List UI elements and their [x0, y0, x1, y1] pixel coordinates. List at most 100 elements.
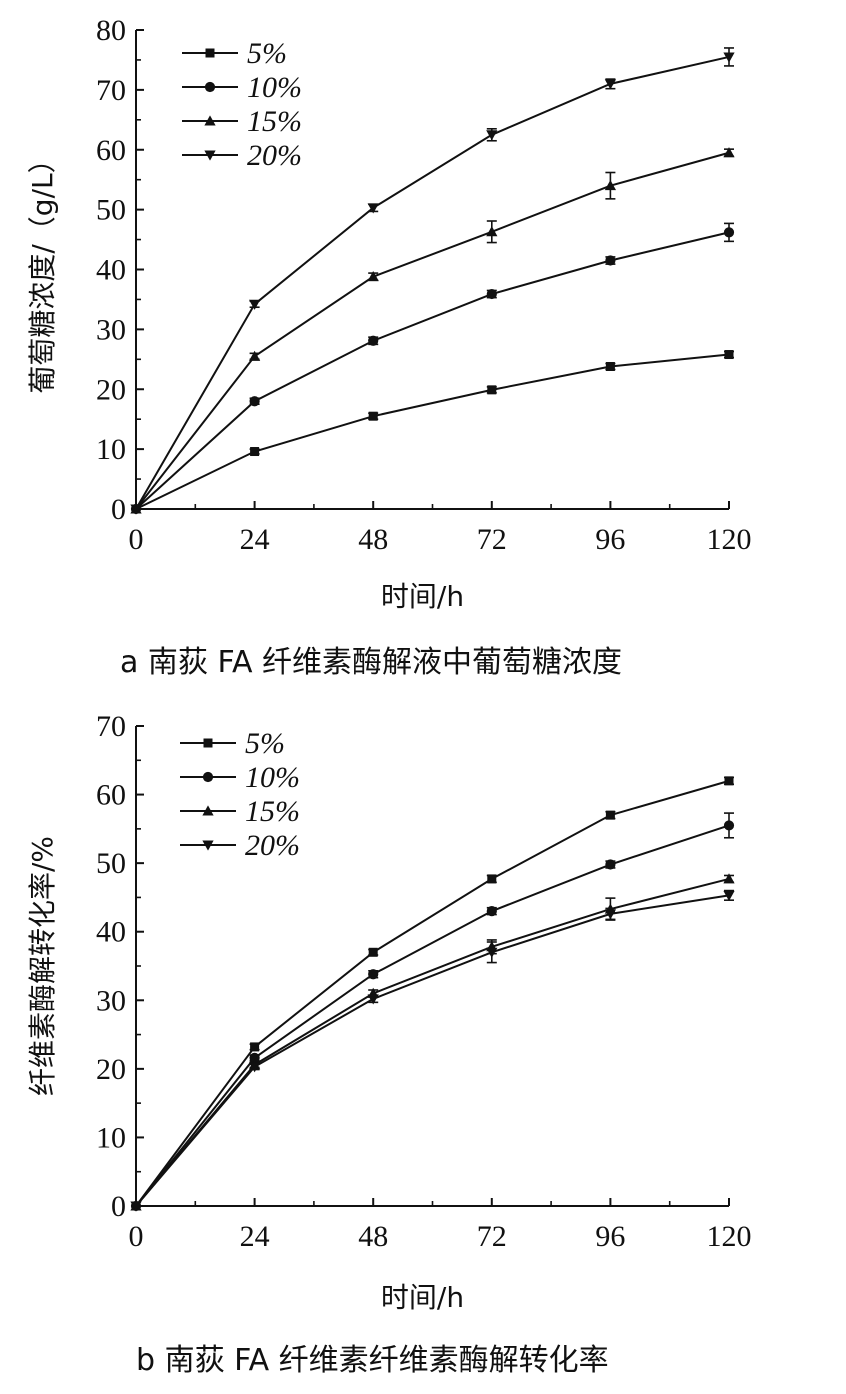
a-legend-marker	[205, 48, 215, 58]
a-series-line	[135, 231, 730, 510]
a-data-point	[723, 52, 735, 63]
b-y-tick-label: 10	[96, 1121, 126, 1154]
b-x-tick-label: 72	[477, 1220, 507, 1253]
a-x-tick-label: 72	[477, 523, 507, 556]
b-x-tick-label: 24	[240, 1220, 270, 1253]
chart-glucose-concentration: 0 10 20 30 40 50 60 70 80 0 24 48 72 96 120 时间/h 葡萄糖浓度/（…	[26, 14, 752, 680]
a-series-10pct	[130, 222, 735, 515]
a-legend-label: 20%	[247, 139, 302, 172]
b-y-tick-label: 50	[96, 847, 126, 880]
a-legend-label: 5%	[247, 37, 287, 70]
a-series-5pct	[131, 350, 734, 514]
a-data-point	[367, 203, 379, 214]
b-x-tick-label: 48	[358, 1220, 388, 1253]
b-series-20pct	[130, 889, 735, 1212]
a-data-point	[367, 271, 379, 282]
b-data-point	[250, 1042, 260, 1052]
b-data-point	[724, 776, 734, 786]
b-data-point	[367, 994, 379, 1005]
b-legend-marker	[202, 771, 214, 783]
b-data-point	[723, 890, 735, 901]
b-y-tick-label: 0	[111, 1190, 126, 1223]
b-legend-marker	[203, 738, 213, 748]
b-data-point	[249, 1052, 260, 1063]
b-data-point	[368, 969, 379, 980]
b-data-point	[723, 820, 735, 831]
a-data-point	[605, 255, 616, 266]
b-data-point	[604, 909, 617, 920]
a-x-tick-label: 96	[595, 523, 625, 556]
b-legend-marker	[202, 840, 214, 851]
a-data-point	[487, 385, 497, 395]
a-series-line	[135, 151, 730, 510]
b-legend-label: 10%	[245, 761, 300, 794]
b-data-point	[486, 947, 498, 958]
b-series-line	[135, 877, 730, 1207]
a-x-axis-title: 时间/h	[381, 580, 464, 613]
a-data-point	[248, 350, 261, 361]
a-legend-marker	[204, 150, 216, 161]
b-legend-label: 5%	[245, 727, 285, 760]
b-data-point	[130, 1201, 142, 1212]
a-series-15pct	[130, 147, 735, 514]
b-series-10pct	[130, 812, 735, 1212]
b-y-tick-label: 70	[96, 710, 126, 743]
a-data-point	[604, 79, 617, 90]
b-data-point	[486, 906, 497, 917]
a-series-line	[135, 353, 730, 510]
a-data-point	[604, 180, 617, 191]
b-data-point	[605, 810, 615, 820]
a-x-tick-label: 24	[240, 523, 270, 556]
chart-conversion-rate: 0 10 20 30 40 50 60 70 0 24 48 72 96 120 时间/h 纤维素酶解转化率/…	[26, 710, 752, 1378]
a-data-point	[249, 396, 260, 407]
a-x-tick-label: 120	[707, 523, 752, 556]
a-y-tick-label: 50	[96, 194, 126, 227]
b-x-tick-label: 120	[707, 1220, 752, 1253]
a-data-point	[486, 130, 498, 141]
a-data-point	[486, 288, 497, 300]
a-data-point	[248, 299, 261, 310]
a-x-tick-label: 0	[129, 523, 144, 556]
a-data-point	[723, 227, 735, 238]
b-x-tick-label: 0	[129, 1220, 144, 1253]
b-legend-marker	[202, 805, 214, 816]
b-y-axis-title: 纤维素酶解转化率/%	[26, 836, 59, 1096]
a-data-point	[250, 447, 260, 457]
a-data-point	[605, 361, 615, 371]
a-series-line	[135, 55, 730, 510]
b-series-line	[135, 894, 730, 1207]
a-data-point	[368, 411, 378, 421]
b-data-point	[368, 947, 378, 957]
a-y-tick-label: 70	[96, 74, 126, 107]
a-legend-label: 10%	[247, 71, 302, 104]
b-legend-label: 20%	[245, 829, 300, 862]
a-data-point	[723, 147, 735, 158]
a-y-axis-title: 葡萄糖浓度/（g/L）	[26, 145, 59, 393]
a-y-tick-label: 60	[96, 134, 126, 167]
a-y-tick-label: 40	[96, 254, 126, 287]
b-data-point	[248, 1062, 261, 1073]
b-data-point	[487, 874, 497, 884]
a-x-tick-label: 48	[358, 523, 388, 556]
a-legend-label: 15%	[247, 105, 302, 138]
b-y-tick-label: 30	[96, 984, 126, 1017]
a-legend-marker	[204, 115, 216, 126]
a-data-point	[486, 226, 498, 237]
b-series-line	[135, 824, 730, 1207]
a-y-tick-label: 10	[96, 433, 126, 466]
a-y-tick-label: 30	[96, 313, 126, 346]
b-y-tick-label: 20	[96, 1053, 126, 1086]
b-series-15pct	[130, 873, 735, 1211]
b-legend-label: 15%	[245, 795, 300, 828]
a-y-tick-label: 80	[96, 14, 126, 47]
b-data-point	[723, 873, 735, 884]
a-legend-marker	[204, 81, 216, 93]
b-data-point	[605, 859, 616, 870]
a-y-tick-label: 20	[96, 373, 126, 406]
b-chart-caption: b 南荻 FA 纤维素纤维素酶解转化率	[136, 1343, 609, 1378]
a-y-tick-label: 0	[111, 493, 126, 526]
a-series-20pct	[130, 47, 735, 515]
a-data-point	[130, 504, 142, 515]
b-y-tick-label: 40	[96, 916, 126, 949]
